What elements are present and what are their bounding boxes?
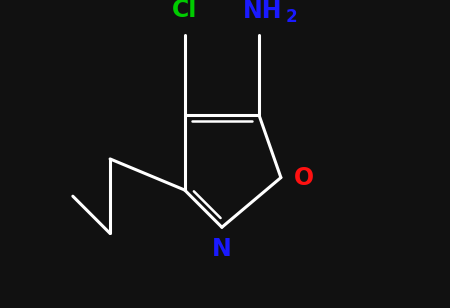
Text: O: O — [294, 166, 314, 190]
Text: N: N — [212, 237, 232, 261]
Text: Cl: Cl — [172, 0, 197, 22]
Text: NH: NH — [243, 0, 282, 23]
Text: 2: 2 — [286, 8, 297, 26]
